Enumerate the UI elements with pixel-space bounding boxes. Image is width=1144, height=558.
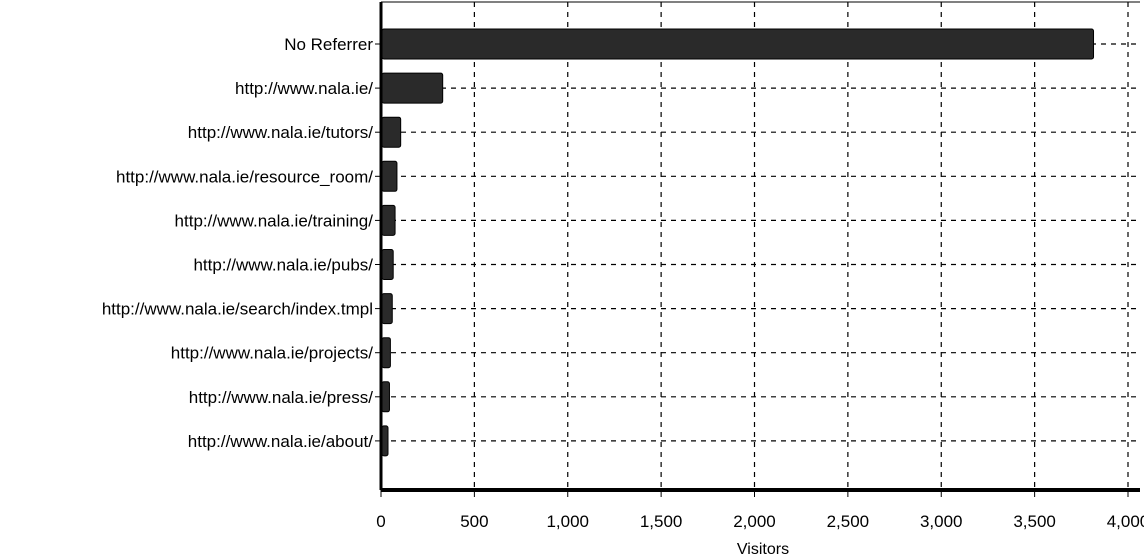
bar (381, 28, 1095, 60)
category-label: http://www.nala.ie/ (235, 79, 373, 98)
bars (381, 28, 1095, 457)
x-tick-label: 1,000 (546, 512, 589, 531)
category-label: http://www.nala.ie/resource_room/ (116, 167, 373, 186)
bar (381, 381, 390, 413)
bar (381, 204, 396, 236)
x-tick-labels: 0 500 1,000 1,500 2,000 2,500 3,000 3,500 4,000 (376, 512, 1144, 531)
bar (381, 293, 393, 325)
grid (381, 2, 1140, 490)
category-label: http://www.nala.ie/tutors/ (188, 123, 373, 142)
category-labels: No Referrer http://www.nala.ie/http://www… (102, 35, 374, 451)
bar (381, 116, 402, 148)
x-axis-title: Visitors (737, 541, 789, 558)
axes (375, 1, 1140, 497)
bar (381, 160, 398, 192)
x-tick-label: 3,000 (920, 512, 963, 531)
bar (381, 425, 389, 457)
bar (381, 249, 394, 280)
x-tick-label: 2,000 (733, 512, 776, 531)
category-label: http://www.nala.ie/about/ (188, 432, 374, 451)
category-label: http://www.nala.ie/search/index.tmpl (102, 300, 373, 319)
category-label: http://www.nala.ie/pubs/ (193, 256, 373, 275)
category-label: http://www.nala.ie/projects/ (171, 344, 373, 363)
x-tick-label: 2,500 (827, 512, 870, 531)
x-tick-label: 500 (460, 512, 488, 531)
x-tick-label: 0 (376, 512, 385, 531)
x-tick-label: 4,000 (1107, 512, 1144, 531)
bar (381, 72, 444, 104)
category-label: No Referrer (284, 35, 373, 54)
category-label: http://www.nala.ie/training/ (175, 211, 374, 230)
bar (381, 337, 391, 369)
x-tick-label: 1,500 (640, 512, 683, 531)
category-label: http://www.nala.ie/press/ (189, 388, 374, 407)
x-tick-label: 3,500 (1013, 512, 1056, 531)
